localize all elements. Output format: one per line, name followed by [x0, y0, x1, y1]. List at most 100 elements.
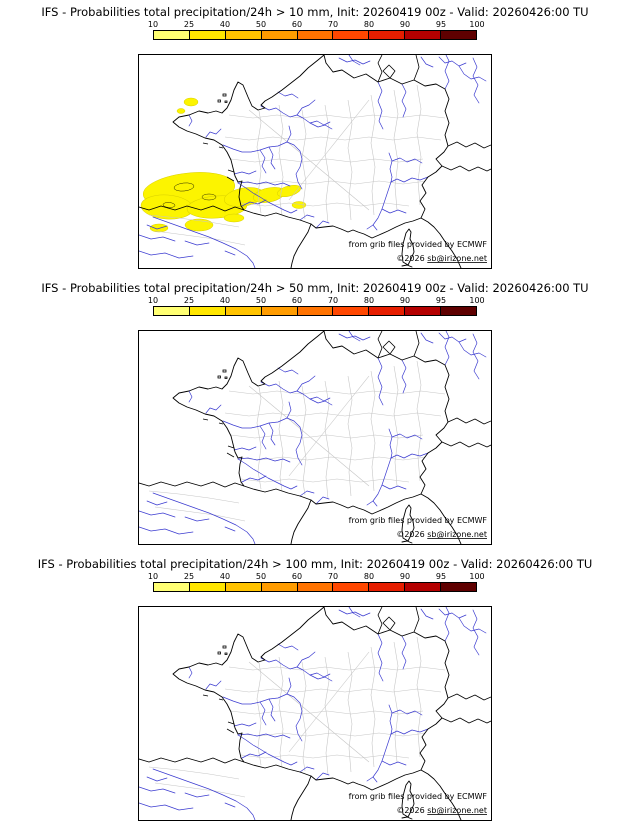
colorbar-tick: 60	[291, 296, 303, 305]
colorbar-tick: 40	[219, 296, 231, 305]
panel-title: IFS - Probabilities total precipitation/…	[37, 557, 593, 571]
colorbar-segment	[189, 31, 226, 39]
colorbar-segment	[369, 583, 406, 591]
base-map	[139, 331, 491, 544]
probability-colorbar: 10 25 40 50 60 70 80 90 95 100	[148, 296, 485, 316]
copyright-email-link[interactable]: sb@irizone.net	[427, 530, 487, 539]
map-frame: from grib files provided by ECMWF ©2026 …	[138, 54, 492, 269]
colorbar-segment	[225, 307, 262, 315]
precip-area	[277, 185, 301, 197]
colorbar-segment	[225, 583, 262, 591]
colorbar-segment	[333, 307, 370, 315]
copyright-email-link[interactable]: sb@irizone.net	[427, 806, 487, 815]
colorbar-tick: 100	[469, 572, 485, 581]
credit-copyright: ©2026 sb@irizone.net	[396, 530, 487, 539]
credit-ecmwf: from grib files provided by ECMWF	[349, 240, 488, 249]
colorbar-tick: 10	[147, 20, 159, 29]
colorbar-segment	[297, 583, 334, 591]
map-frame: from grib files provided by ECMWF ©2026 …	[138, 606, 492, 821]
panel-title: IFS - Probabilities total precipitation/…	[41, 5, 589, 19]
copyright-email-link[interactable]: sb@irizone.net	[427, 254, 487, 263]
colorbar-tick-labels: 10 25 40 50 60 70 80 90 95 100	[148, 20, 485, 30]
precip-overlay	[140, 97, 307, 233]
colorbar-gradient	[153, 582, 477, 592]
colorbar-tick: 25	[183, 572, 195, 581]
colorbar-tick: 70	[327, 296, 339, 305]
map-svg: from grib files provided by ECMWF ©2026 …	[139, 55, 491, 268]
precip-contour	[201, 193, 217, 201]
colorbar-segment	[225, 31, 262, 39]
copyright-year: ©2026	[396, 806, 427, 815]
colorbar-segment	[369, 307, 406, 315]
colorbar-tick: 50	[255, 20, 267, 29]
colorbar-segment	[297, 307, 334, 315]
colorbar-tick: 60	[291, 572, 303, 581]
colorbar-tick: 80	[363, 296, 375, 305]
colorbar-tick: 70	[327, 20, 339, 29]
colorbar-tick: 70	[327, 572, 339, 581]
colorbar-segment	[154, 307, 190, 315]
precip-area	[183, 97, 199, 107]
colorbar-tick: 100	[469, 296, 485, 305]
precip-area	[176, 108, 186, 114]
forecast-panel-100mm: IFS - Probabilities total precipitation/…	[0, 552, 630, 828]
colorbar-segment	[441, 583, 477, 591]
map-frame: from grib files provided by ECMWF ©2026 …	[138, 330, 492, 545]
colorbar-segment	[261, 583, 298, 591]
colorbar-segment	[441, 307, 477, 315]
forecast-panel-50mm: IFS - Probabilities total precipitation/…	[0, 276, 630, 552]
colorbar-tick: 10	[147, 296, 159, 305]
colorbar-tick: 95	[435, 20, 447, 29]
colorbar-segment	[154, 31, 190, 39]
colorbar-segment	[405, 583, 442, 591]
colorbar-tick: 10	[147, 572, 159, 581]
map-svg: from grib files provided by ECMWF ©2026 …	[139, 607, 491, 820]
colorbar-segment	[333, 31, 370, 39]
colorbar-tick: 100	[469, 20, 485, 29]
colorbar-tick: 40	[219, 20, 231, 29]
colorbar-segment	[369, 31, 406, 39]
credit-copyright: ©2026 sb@irizone.net	[396, 254, 487, 263]
colorbar-tick: 60	[291, 20, 303, 29]
colorbar-tick: 95	[435, 296, 447, 305]
colorbar-tick: 80	[363, 572, 375, 581]
credit-ecmwf: from grib files provided by ECMWF	[349, 516, 488, 525]
colorbar-segment	[405, 307, 442, 315]
colorbar-tick: 80	[363, 20, 375, 29]
colorbar-tick-labels: 10 25 40 50 60 70 80 90 95 100	[148, 572, 485, 582]
copyright-year: ©2026	[396, 254, 427, 263]
precip-area	[223, 213, 245, 223]
probability-colorbar: 10 25 40 50 60 70 80 90 95 100	[148, 20, 485, 40]
precip-contour	[162, 202, 176, 208]
colorbar-tick: 25	[183, 296, 195, 305]
credit-ecmwf: from grib files provided by ECMWF	[349, 792, 488, 801]
colorbar-gradient	[153, 30, 477, 40]
base-map	[139, 55, 491, 268]
copyright-year: ©2026	[396, 530, 427, 539]
colorbar-segment	[189, 307, 226, 315]
colorbar-tick: 90	[399, 572, 411, 581]
precip-area	[184, 218, 214, 232]
colorbar-tick: 90	[399, 296, 411, 305]
colorbar-segment	[405, 31, 442, 39]
colorbar-tick: 50	[255, 572, 267, 581]
forecast-panel-10mm: IFS - Probabilities total precipitation/…	[0, 0, 630, 276]
colorbar-segment	[261, 31, 298, 39]
colorbar-tick: 95	[435, 572, 447, 581]
precip-area	[149, 223, 169, 233]
precip-contour	[173, 182, 195, 192]
probability-colorbar: 10 25 40 50 60 70 80 90 95 100	[148, 572, 485, 592]
colorbar-segment	[441, 31, 477, 39]
colorbar-segment	[261, 307, 298, 315]
colorbar-tick: 50	[255, 296, 267, 305]
colorbar-tick: 40	[219, 572, 231, 581]
credit-copyright: ©2026 sb@irizone.net	[396, 806, 487, 815]
colorbar-tick-labels: 10 25 40 50 60 70 80 90 95 100	[148, 296, 485, 306]
base-map	[139, 607, 491, 820]
colorbar-segment	[154, 583, 190, 591]
colorbar-segment	[297, 31, 334, 39]
colorbar-tick: 90	[399, 20, 411, 29]
colorbar-tick: 25	[183, 20, 195, 29]
colorbar-segment	[333, 583, 370, 591]
panel-title: IFS - Probabilities total precipitation/…	[41, 281, 589, 295]
